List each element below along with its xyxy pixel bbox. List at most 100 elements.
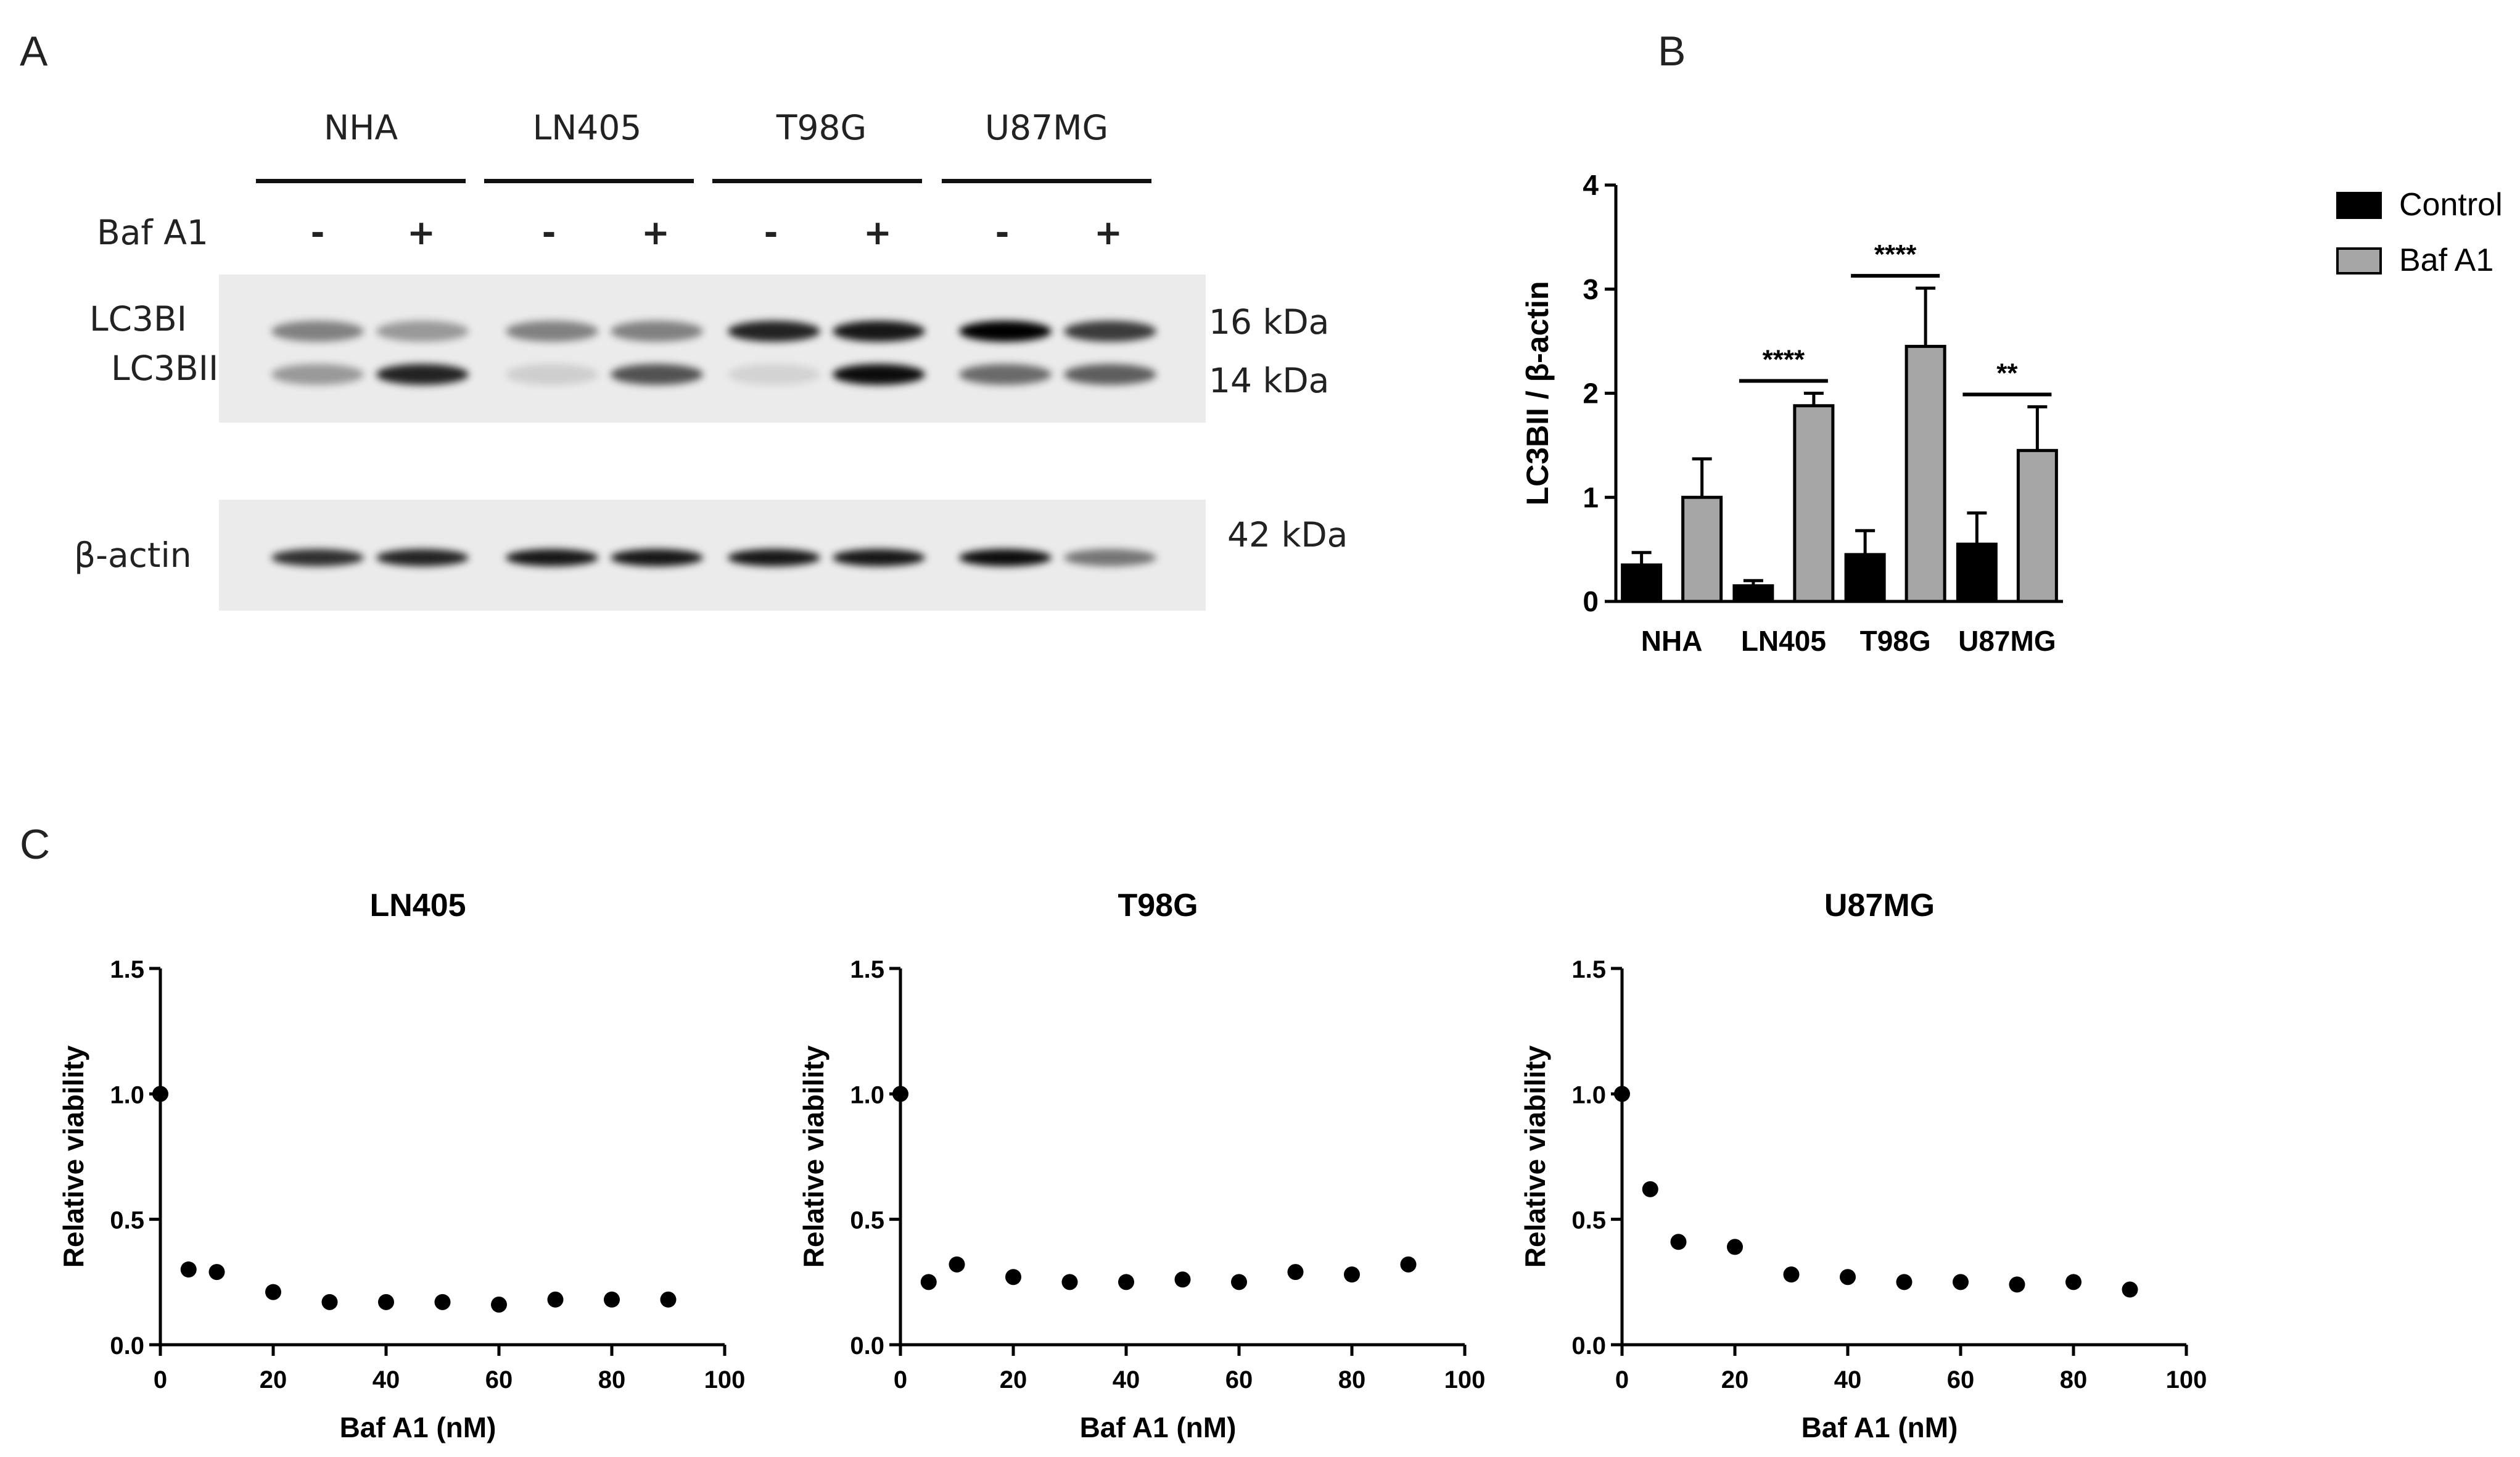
treatment-sign: +: [406, 213, 436, 252]
data-point: [949, 1256, 965, 1273]
y-tick-label: 0.5: [1571, 1207, 1606, 1234]
actin-blot-membrane: [219, 500, 1206, 611]
x-tick-label: T98G: [1860, 625, 1931, 657]
lc3bii-bar-chart: 0 1 2 3 4 LC3BII / β-actin NHA LN405 T98G U87MG **…: [1520, 169, 2503, 657]
data-point: [604, 1291, 620, 1308]
actin-label: β-actin: [74, 535, 192, 575]
actin-band: [728, 549, 820, 566]
actin-size-label: 42 kDa: [1227, 515, 1348, 555]
significance-label: ****: [1763, 345, 1805, 375]
x-tick-label: 100: [2166, 1366, 2207, 1393]
y-tick-label: 1.5: [110, 956, 144, 983]
group-bar: [942, 179, 1151, 183]
treatment-label: Baf A1: [97, 213, 208, 252]
bar: [2016, 448, 2058, 603]
x-tick-label: 0: [894, 1366, 907, 1393]
y-tick-label: 1: [1583, 481, 1599, 513]
bar: [1732, 584, 1774, 603]
actin-band: [376, 549, 469, 566]
viability-scatter-u87mg: U87MG 0.0 0.5 1.0 1.5 0 20 40 60 80 100 Baf A1 (nM)…: [1519, 888, 2207, 1443]
x-tick-label: NHA: [1641, 625, 1703, 657]
data-point: [2122, 1281, 2138, 1298]
treatment-sign: -: [310, 213, 325, 252]
data-point: [1840, 1269, 1856, 1286]
data-point: [321, 1294, 338, 1310]
y-tick-label: 0: [1583, 585, 1599, 617]
data-point: [1896, 1274, 1913, 1290]
data-point: [265, 1284, 281, 1300]
data-point: [892, 1086, 908, 1102]
data-point: [1344, 1266, 1360, 1283]
lc3bi-band: [833, 321, 925, 342]
x-tick-label: LN405: [1741, 625, 1826, 657]
lc3bii-band: [271, 364, 364, 385]
group-bar: [484, 179, 694, 183]
lc3bii-label: LC3BII: [111, 349, 219, 388]
treatment-sign: +: [641, 213, 670, 252]
x-tick-label: 100: [704, 1366, 746, 1393]
x-axis-label: Baf A1 (nM): [1080, 1411, 1237, 1443]
y-tick-label: 0.5: [110, 1207, 144, 1234]
y-tick-label: 0.0: [110, 1332, 144, 1360]
x-tick-label: 60: [485, 1366, 513, 1393]
data-point: [1614, 1086, 1630, 1102]
lc3bi-band: [271, 321, 364, 342]
lc3bii-band: [728, 364, 820, 385]
lc3bi-band: [506, 321, 598, 342]
data-point: [1727, 1239, 1743, 1255]
y-tick-label: 1.5: [850, 956, 884, 983]
lc3bii-band: [833, 364, 925, 385]
legend-label: Baf A1: [2399, 242, 2493, 278]
cell-line-label: LN405: [532, 108, 642, 147]
y-tick-label: 0.0: [1571, 1332, 1606, 1360]
y-tick-label: 1.5: [1571, 956, 1606, 983]
data-point: [1118, 1274, 1134, 1290]
y-tick-label: 1.0: [1571, 1081, 1606, 1108]
bar: [1681, 495, 1723, 603]
x-tick-label: 60: [1225, 1366, 1253, 1393]
data-point: [491, 1296, 507, 1313]
x-tick-label: 0: [154, 1366, 167, 1393]
lc3bi-label: LC3BI: [89, 299, 187, 339]
lc3bii-size-label: 14 kDa: [1209, 361, 1330, 400]
group-bar: [712, 179, 922, 183]
data-point: [2065, 1274, 2081, 1290]
group-bar: [256, 179, 466, 183]
y-tick-label: 1.0: [110, 1081, 144, 1108]
x-axis-label: Baf A1 (nM): [1801, 1411, 1958, 1443]
plot-title: LN405: [369, 888, 466, 923]
bar: [1844, 553, 1886, 603]
bar: [1956, 542, 1998, 603]
actin-band: [271, 549, 364, 566]
data-point: [180, 1261, 197, 1277]
data-point: [1783, 1266, 1800, 1283]
treatment-sign: -: [541, 213, 556, 252]
lc3bi-band: [611, 321, 703, 342]
y-tick-label: 2: [1583, 378, 1599, 410]
x-tick-label: 0: [1615, 1366, 1629, 1393]
x-tick-label: 20: [260, 1366, 287, 1393]
data-point: [1231, 1274, 1247, 1290]
y-axis-label: Relative viability: [1519, 1045, 1551, 1268]
x-tick-label: 100: [1444, 1366, 1486, 1393]
viability-scatter-t98g: T98G 0.0 0.5 1.0 1.5 0 20 40 60 80 100 Baf A1 (nM) R…: [797, 888, 1486, 1443]
bar: [1793, 404, 1835, 603]
treatment-sign: +: [863, 213, 892, 252]
data-point: [1670, 1234, 1687, 1250]
lc3bii-band: [1064, 364, 1156, 385]
data-point: [152, 1086, 168, 1102]
cell-line-label: U87MG: [984, 108, 1109, 147]
legend-swatch: [2336, 247, 2382, 274]
significance-label: **: [1996, 358, 2018, 388]
data-point: [434, 1294, 451, 1310]
data-point: [1287, 1264, 1304, 1281]
panel-a-label: A: [20, 28, 48, 75]
actin-band: [506, 549, 598, 566]
data-point: [1005, 1269, 1021, 1286]
x-axis-label: Baf A1 (nM): [340, 1411, 496, 1443]
panel-b-label: B: [1658, 28, 1686, 75]
x-tick-label: 80: [1338, 1366, 1366, 1393]
viability-scatter-ln405: LN405 0.0 0.5 1.0 1.5 0 20 40 60 80 100 Baf A1 (nM)…: [57, 888, 746, 1443]
y-tick-label: 3: [1583, 273, 1599, 305]
x-tick-label: 80: [2060, 1366, 2088, 1393]
